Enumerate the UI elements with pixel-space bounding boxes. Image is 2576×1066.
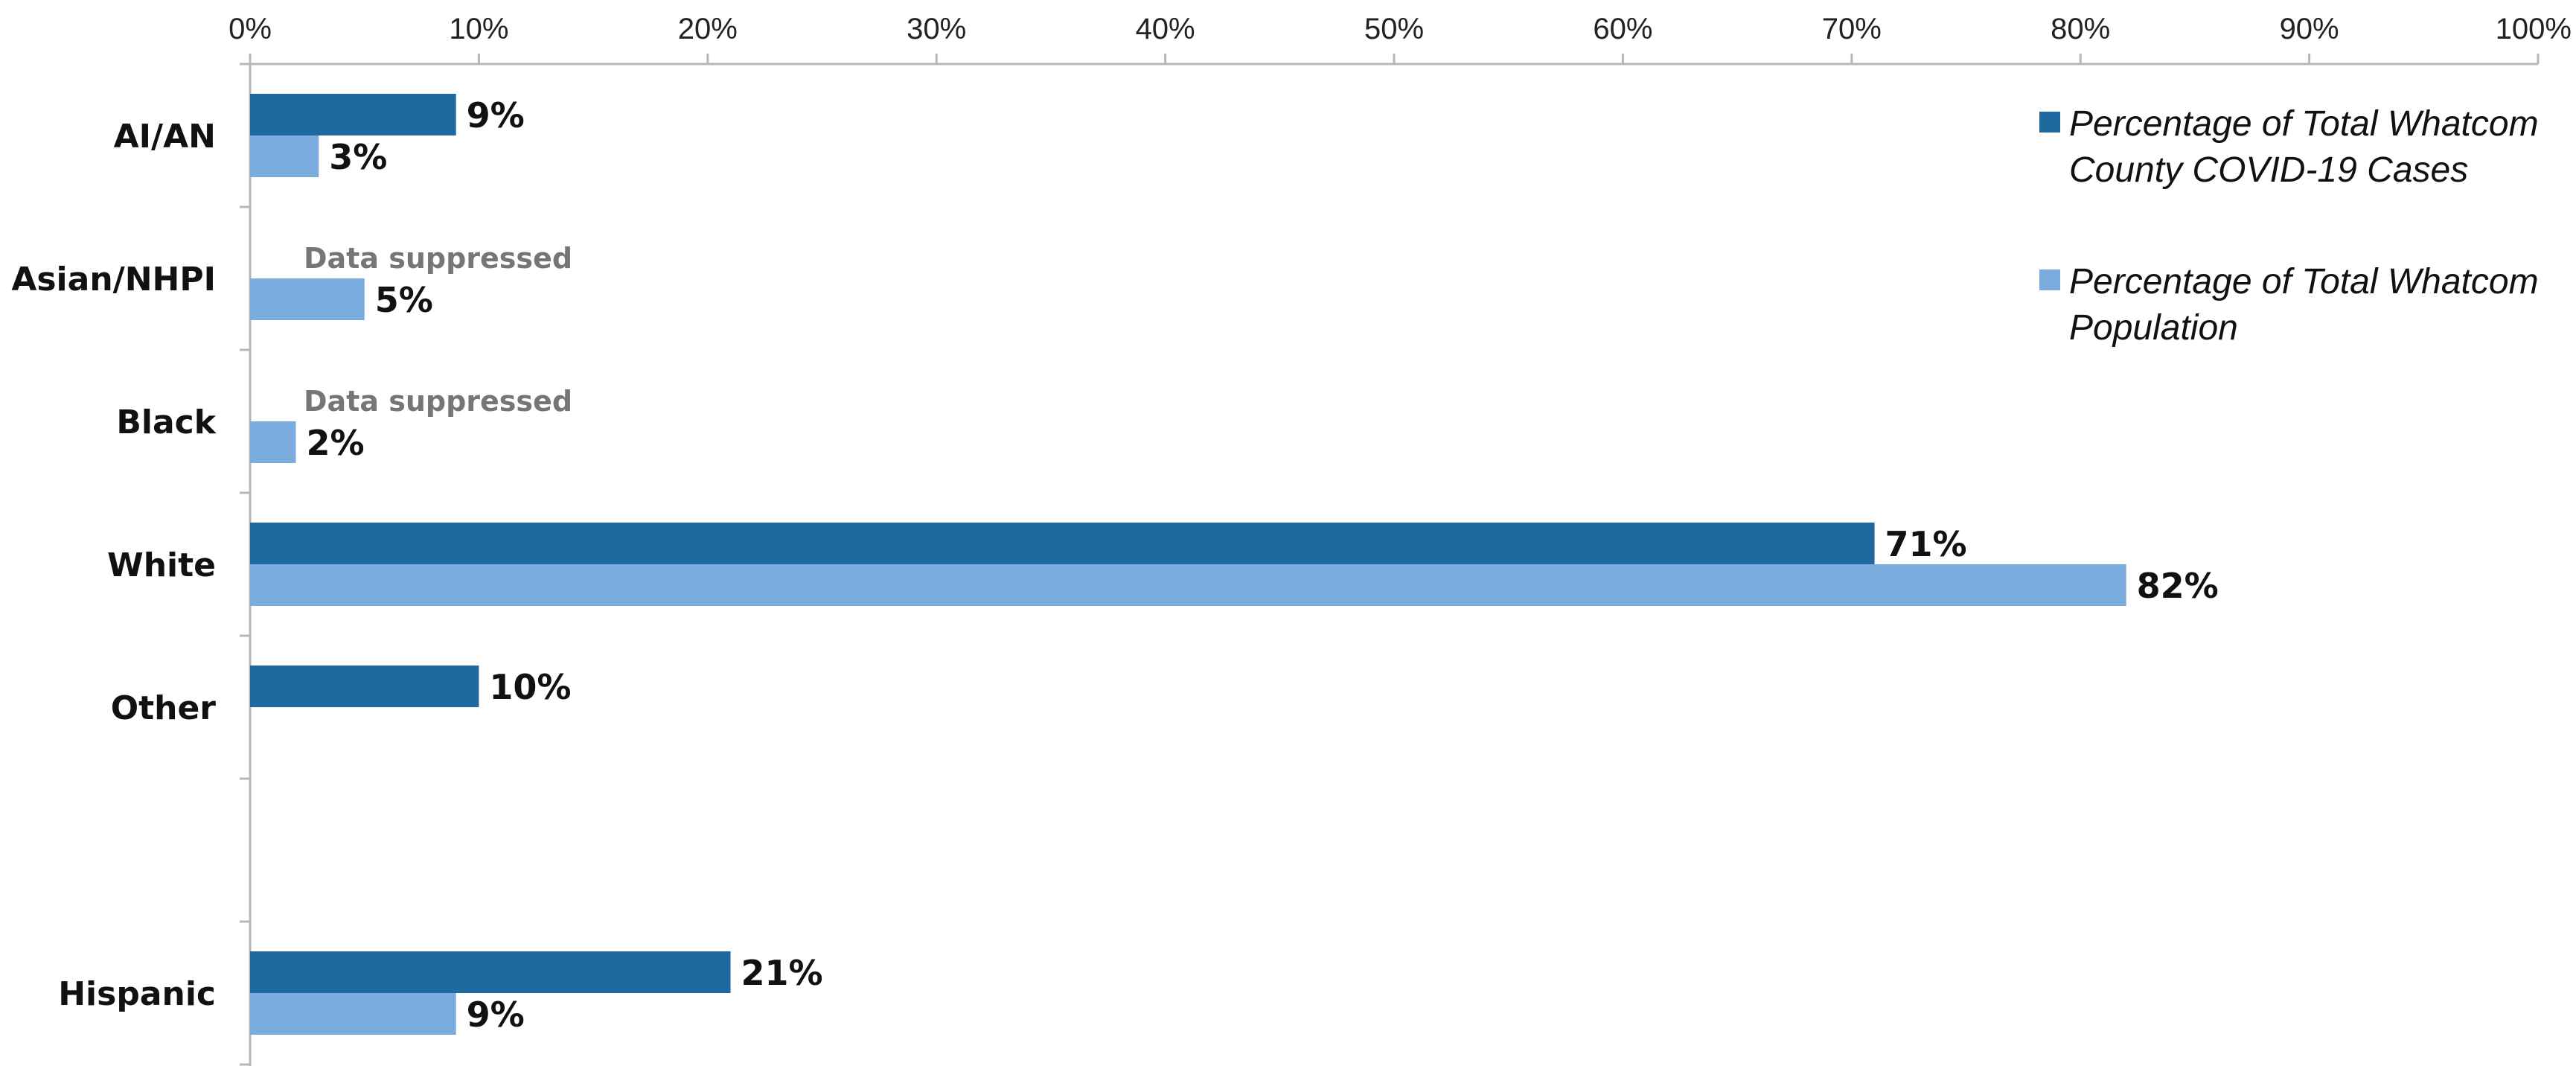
- suppressed-note: Data suppressed: [304, 242, 572, 275]
- bar: [250, 421, 296, 463]
- category-label: Other: [111, 689, 217, 727]
- category-label: Black: [116, 403, 217, 441]
- bars: [250, 94, 2126, 1035]
- x-tick-label: 30%: [907, 13, 966, 45]
- category-label: White: [107, 546, 216, 584]
- legend-label: Percentage of Total Whatcom: [2069, 104, 2539, 144]
- x-tick-label: 90%: [2280, 13, 2339, 45]
- x-tick-label: 20%: [678, 13, 738, 45]
- x-tick-label: 60%: [1593, 13, 1652, 45]
- data-label: 2%: [306, 423, 364, 463]
- data-label: 9%: [467, 95, 525, 135]
- x-tick-label: 100%: [2496, 13, 2572, 45]
- x-tick-label: 40%: [1136, 13, 1195, 45]
- legend-swatch: [2039, 269, 2060, 290]
- bar: [250, 564, 2126, 606]
- legend-swatch: [2039, 112, 2060, 133]
- category-labels: AI/AN Asian/NHPI Black White Other Hispanic: [11, 118, 217, 1013]
- legend: Percentage of Total Whatcom County COVID-…: [2039, 104, 2539, 348]
- bar: [250, 951, 731, 993]
- legend-label: Population: [2069, 308, 2238, 348]
- axes: [240, 54, 2540, 1066]
- data-label: 10%: [489, 667, 571, 707]
- category-label: AI/AN: [114, 118, 216, 156]
- data-label: 3%: [329, 137, 387, 177]
- legend-label: Percentage of Total Whatcom: [2069, 262, 2539, 301]
- bar: [250, 94, 456, 135]
- bar: [250, 278, 365, 320]
- x-tick-label: 10%: [449, 13, 508, 45]
- bar: [250, 523, 1875, 564]
- suppressed-note: Data suppressed: [304, 385, 572, 418]
- x-tick-labels: 0% 10% 20% 30% 40% 50% 60% 70% 80% 90% 100%: [228, 13, 2572, 45]
- data-label: 71%: [1885, 524, 1967, 564]
- bar: [250, 666, 479, 707]
- x-tick-label: 70%: [1822, 13, 1882, 45]
- data-label: 5%: [375, 280, 433, 320]
- x-tick-label: 80%: [2051, 13, 2110, 45]
- data-labels: 9% 3% Data suppressed 5% Data suppressed 2% 71…: [304, 95, 2219, 1035]
- category-label: Hispanic: [58, 975, 216, 1013]
- bar: [250, 993, 456, 1035]
- x-tick-label: 50%: [1364, 13, 1424, 45]
- legend-label: County COVID-19 Cases: [2069, 150, 2468, 190]
- category-label: Asian/NHPI: [11, 261, 216, 299]
- data-label: 9%: [467, 995, 525, 1035]
- data-label: 82%: [2137, 566, 2219, 606]
- x-tick-label: 0%: [228, 13, 272, 45]
- bar: [250, 135, 319, 177]
- data-label: 21%: [741, 953, 823, 993]
